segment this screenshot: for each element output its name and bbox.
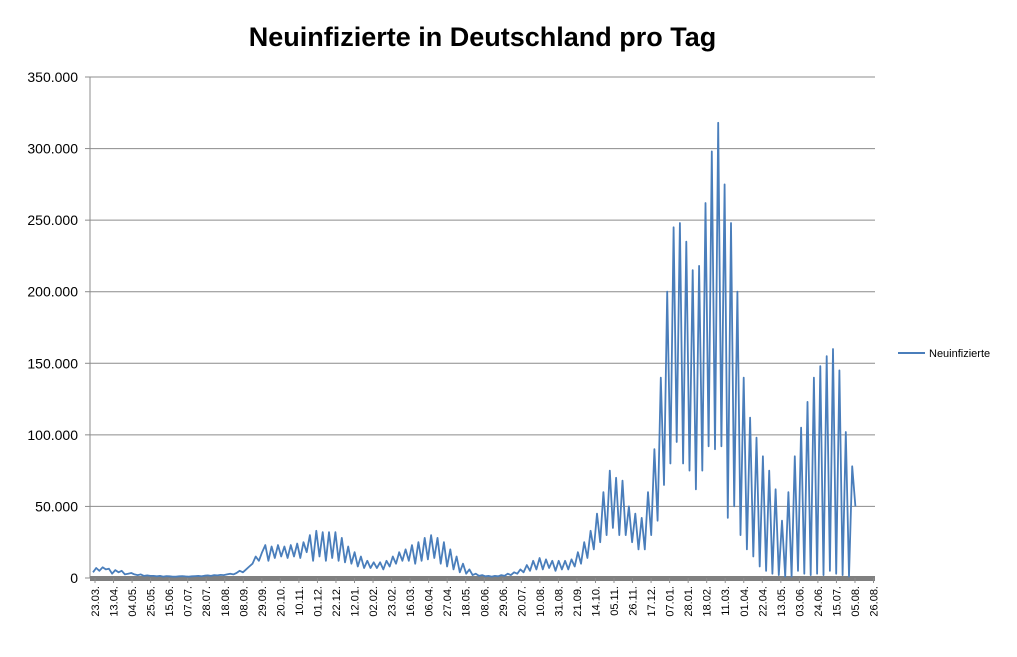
legend: Neuinfizierte — [898, 348, 990, 360]
x-tick-label: 29.06. — [498, 586, 510, 617]
x-tick-label: 17.12. — [646, 586, 658, 617]
x-tick-label: 29.09. — [257, 586, 269, 617]
y-tick-label: 150.000 — [27, 355, 78, 371]
series-line-neuinfizierte — [92, 121, 857, 578]
x-tick-label: 22.04. — [757, 586, 769, 617]
x-axis-line — [90, 576, 875, 581]
x-tick-label: 15.07. — [831, 586, 843, 617]
x-tick-label: 18.08. — [220, 586, 232, 617]
y-axis: 0 50.000 100.000 150.000 200.000 250.000 300.0… — [27, 69, 91, 586]
x-tick-label: 24.06. — [813, 586, 825, 617]
x-tick-label: 18.02. — [702, 586, 714, 617]
x-tick-label: 04.05. — [127, 586, 139, 617]
y-tick-label: 0 — [70, 570, 78, 586]
x-tick-label: 22.12. — [331, 586, 343, 617]
x-tick-label: 13.04. — [109, 586, 121, 617]
series-layer — [92, 121, 857, 578]
y-tick-label: 250.000 — [27, 212, 78, 228]
x-tick-label: 26.11. — [628, 586, 640, 616]
x-tick-label: 10.11. — [294, 586, 306, 616]
x-tick-label: 31.08. — [553, 586, 565, 617]
x-tick-label: 01.12. — [312, 586, 324, 617]
x-tick-label: 11.03. — [720, 586, 732, 616]
y-tick-label: 350.000 — [27, 69, 78, 85]
x-tick-label: 16.03. — [405, 586, 417, 617]
x-tick-label: 14.10. — [590, 586, 602, 617]
x-tick-label: 15.06. — [164, 586, 176, 617]
x-tick-label: 10.08. — [535, 586, 547, 617]
y-tick-label: 200.000 — [27, 284, 78, 300]
chart-title: Neuinfizierte in Deutschland pro Tag — [248, 22, 717, 52]
x-tick-label: 18.05. — [461, 586, 473, 617]
x-tick-label: 20.10. — [275, 586, 287, 617]
x-tick-label: 27.04. — [442, 586, 454, 617]
grid-lines — [90, 76, 875, 507]
legend-label: Neuinfizierte — [929, 348, 990, 360]
x-tick-label: 01.04. — [739, 586, 751, 617]
x-tick-label: 23.03. — [90, 586, 102, 617]
x-tick-label: 23.02. — [387, 586, 399, 617]
x-tick-label: 05.08. — [850, 586, 862, 617]
x-tick-label: 06.04. — [424, 586, 436, 617]
x-tick-label: 21.09. — [572, 586, 584, 617]
x-tick-label: 20.07. — [516, 586, 528, 617]
y-tick-label: 100.000 — [27, 427, 78, 443]
x-tick-label: 25.05. — [146, 586, 158, 617]
x-tick-label: 07.01. — [665, 586, 677, 617]
x-tick-label: 28.07. — [201, 586, 213, 617]
x-tick-label: 08.06. — [479, 586, 491, 617]
x-tick-label: 13.05. — [776, 586, 788, 617]
y-tick-label: 300.000 — [27, 141, 78, 157]
y-tick-label: 50.000 — [35, 498, 78, 514]
x-tick-label: 28.01. — [683, 586, 695, 617]
x-tick-label: 26.08. — [869, 586, 881, 617]
x-tick-label: 03.06. — [794, 586, 806, 617]
x-tick-label: 05.11. — [609, 586, 621, 616]
x-axis: 23.03. 13.04. 04.05. 25.05. 15.06. 07.07. 28.0… — [90, 576, 881, 617]
x-tick-label: 08.09. — [238, 586, 250, 617]
x-tick-label: 02.02. — [368, 586, 380, 617]
x-tick-label: 07.07. — [183, 586, 195, 617]
x-tick-label: 12.01. — [350, 586, 362, 617]
